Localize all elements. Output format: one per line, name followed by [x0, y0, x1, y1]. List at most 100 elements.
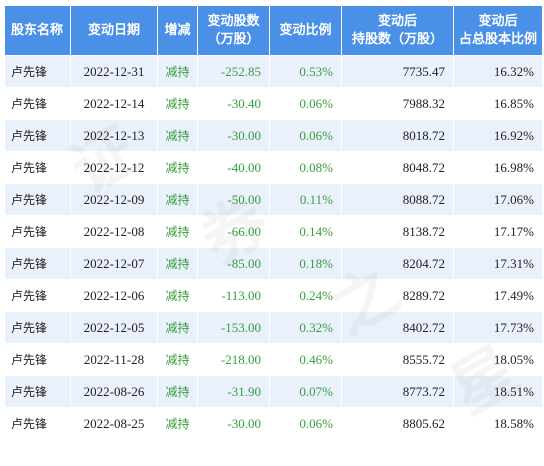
cell-change-ratio: 0.08%	[269, 151, 342, 184]
cell-date: 2022-12-07	[70, 247, 158, 280]
cell-change-ratio: 0.14%	[269, 215, 342, 248]
cell-date: 2022-08-25	[70, 407, 158, 440]
cell-direction: 减持	[157, 279, 198, 312]
table-row: 卢先锋 2022-11-28 减持 -218.00 0.46% 8555.72 18.05%	[4, 343, 543, 376]
cell-change-ratio: 0.46%	[269, 343, 342, 376]
cell-date: 2022-12-12	[70, 151, 158, 184]
cell-holder: 卢先锋	[4, 311, 71, 344]
cell-direction: 减持	[157, 55, 198, 88]
cell-after-holding: 7735.47	[341, 55, 454, 88]
cell-after-holding: 8555.72	[341, 343, 454, 376]
cell-after-percent: 18.51%	[453, 375, 543, 408]
cell-after-holding: 8018.72	[341, 119, 454, 152]
cell-direction: 减持	[157, 311, 198, 344]
table-header-row: 股东名称 变动日期 增减 变动股数 （万股） 变动比例 变动后 持股数（万股） 变动…	[4, 5, 543, 56]
cell-date: 2022-12-31	[70, 55, 158, 88]
table-row: 卢先锋 2022-12-08 减持 -66.00 0.14% 8138.72 17.17%	[4, 215, 543, 248]
header-direction: 增减	[157, 5, 198, 56]
cell-holder: 卢先锋	[4, 87, 71, 120]
table-row: 卢先锋 2022-08-25 减持 -30.00 0.06% 8805.62 18.58%	[4, 407, 543, 440]
cell-change-shares: -30.40	[197, 87, 270, 120]
cell-after-holding: 8048.72	[341, 151, 454, 184]
cell-change-shares: -40.00	[197, 151, 270, 184]
cell-after-holding: 8088.72	[341, 183, 454, 216]
cell-change-shares: -30.00	[197, 407, 270, 440]
table-row: 卢先锋 2022-12-09 减持 -50.00 0.11% 8088.72 17.06%	[4, 183, 543, 216]
header-holder: 股东名称	[4, 5, 71, 56]
cell-after-percent: 16.92%	[453, 119, 543, 152]
cell-date: 2022-12-09	[70, 183, 158, 216]
cell-after-holding: 8138.72	[341, 215, 454, 248]
cell-direction: 减持	[157, 407, 198, 440]
shareholding-change-table: 股东名称 变动日期 增减 变动股数 （万股） 变动比例 变动后 持股数（万股） 变动…	[4, 5, 543, 440]
cell-after-percent: 17.49%	[453, 279, 543, 312]
cell-date: 2022-12-13	[70, 119, 158, 152]
cell-date: 2022-12-06	[70, 279, 158, 312]
cell-after-holding: 8402.72	[341, 311, 454, 344]
cell-holder: 卢先锋	[4, 151, 71, 184]
table-row: 卢先锋 2022-12-05 减持 -153.00 0.32% 8402.72 17.73%	[4, 311, 543, 344]
header-after-holding: 变动后 持股数（万股）	[341, 5, 454, 56]
cell-date: 2022-12-14	[70, 87, 158, 120]
cell-after-percent: 17.17%	[453, 215, 543, 248]
cell-holder: 卢先锋	[4, 375, 71, 408]
cell-date: 2022-11-28	[70, 343, 158, 376]
cell-change-shares: -85.00	[197, 247, 270, 280]
cell-date: 2022-08-26	[70, 375, 158, 408]
cell-direction: 减持	[157, 215, 198, 248]
cell-holder: 卢先锋	[4, 343, 71, 376]
cell-date: 2022-12-08	[70, 215, 158, 248]
cell-change-shares: -31.90	[197, 375, 270, 408]
cell-holder: 卢先锋	[4, 119, 71, 152]
table-row: 卢先锋 2022-12-07 减持 -85.00 0.18% 8204.72 17.31%	[4, 247, 543, 280]
cell-change-shares: -252.85	[197, 55, 270, 88]
cell-after-percent: 16.32%	[453, 55, 543, 88]
cell-after-percent: 17.06%	[453, 183, 543, 216]
header-date: 变动日期	[70, 5, 158, 56]
cell-change-ratio: 0.06%	[269, 407, 342, 440]
cell-after-percent: 18.05%	[453, 343, 543, 376]
cell-direction: 减持	[157, 151, 198, 184]
cell-date: 2022-12-05	[70, 311, 158, 344]
cell-after-holding: 8805.62	[341, 407, 454, 440]
cell-after-holding: 7988.32	[341, 87, 454, 120]
cell-change-ratio: 0.11%	[269, 183, 342, 216]
header-after-percent: 变动后 占总股本比例	[453, 5, 543, 56]
cell-change-shares: -113.00	[197, 279, 270, 312]
cell-holder: 卢先锋	[4, 215, 71, 248]
cell-change-ratio: 0.07%	[269, 375, 342, 408]
cell-direction: 减持	[157, 247, 198, 280]
cell-direction: 减持	[157, 343, 198, 376]
table-row: 卢先锋 2022-12-13 减持 -30.00 0.06% 8018.72 16.92%	[4, 119, 543, 152]
cell-after-percent: 16.98%	[453, 151, 543, 184]
table-row: 卢先锋 2022-12-31 减持 -252.85 0.53% 7735.47 16.32%	[4, 55, 543, 88]
table-row: 卢先锋 2022-12-06 减持 -113.00 0.24% 8289.72 17.49%	[4, 279, 543, 312]
cell-holder: 卢先锋	[4, 407, 71, 440]
cell-direction: 减持	[157, 119, 198, 152]
cell-holder: 卢先锋	[4, 183, 71, 216]
header-change-shares: 变动股数 （万股）	[197, 5, 270, 56]
cell-change-ratio: 0.24%	[269, 279, 342, 312]
cell-change-shares: -30.00	[197, 119, 270, 152]
cell-change-shares: -218.00	[197, 343, 270, 376]
cell-after-percent: 18.58%	[453, 407, 543, 440]
cell-holder: 卢先锋	[4, 55, 71, 88]
cell-direction: 减持	[157, 375, 198, 408]
header-change-ratio: 变动比例	[269, 5, 342, 56]
cell-change-shares: -66.00	[197, 215, 270, 248]
cell-after-holding: 8289.72	[341, 279, 454, 312]
table-body: 卢先锋 2022-12-31 减持 -252.85 0.53% 7735.47 16.32%…	[4, 55, 543, 440]
cell-after-percent: 16.85%	[453, 87, 543, 120]
cell-direction: 减持	[157, 87, 198, 120]
cell-change-ratio: 0.06%	[269, 119, 342, 152]
cell-after-percent: 17.73%	[453, 311, 543, 344]
cell-change-ratio: 0.53%	[269, 55, 342, 88]
table-row: 卢先锋 2022-12-14 减持 -30.40 0.06% 7988.32 16.85%	[4, 87, 543, 120]
cell-change-ratio: 0.32%	[269, 311, 342, 344]
cell-change-shares: -50.00	[197, 183, 270, 216]
cell-after-percent: 17.31%	[453, 247, 543, 280]
table-row: 卢先锋 2022-08-26 减持 -31.90 0.07% 8773.72 18.51%	[4, 375, 543, 408]
cell-after-holding: 8204.72	[341, 247, 454, 280]
table-row: 卢先锋 2022-12-12 减持 -40.00 0.08% 8048.72 16.98%	[4, 151, 543, 184]
cell-change-shares: -153.00	[197, 311, 270, 344]
